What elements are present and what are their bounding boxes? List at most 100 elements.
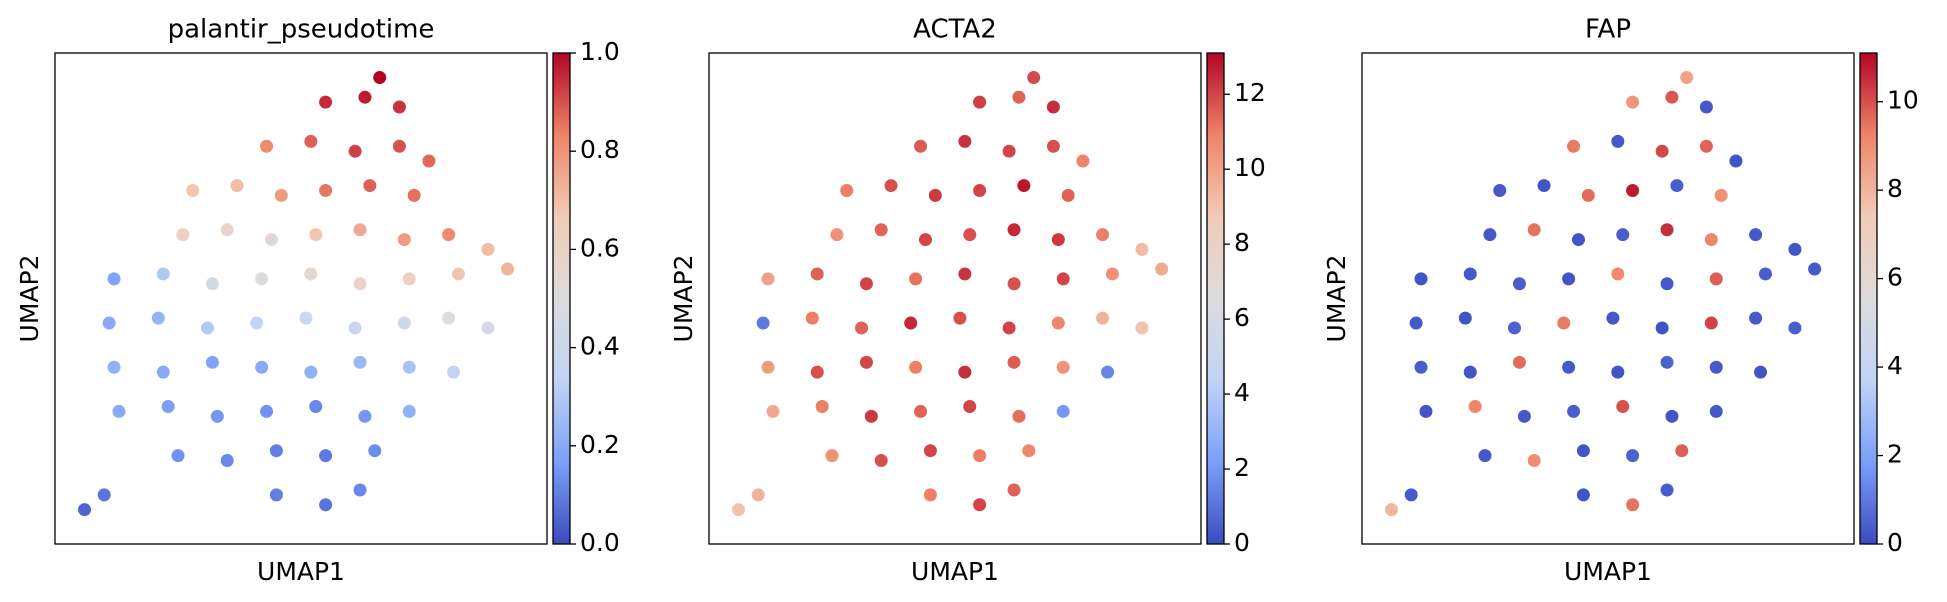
data-point — [373, 71, 387, 85]
data-point — [1478, 449, 1492, 463]
data-point — [756, 316, 770, 330]
data-point — [958, 267, 972, 281]
data-point — [732, 503, 746, 517]
data-point — [918, 233, 932, 247]
data-point — [1576, 444, 1590, 458]
data-point — [1027, 71, 1041, 85]
data-point — [319, 498, 333, 512]
data-point — [205, 277, 219, 291]
data-point — [810, 267, 824, 281]
data-point — [815, 400, 829, 414]
y-axis-label: UMAP2 — [1322, 255, 1351, 343]
data-point — [1096, 228, 1110, 242]
data-point — [402, 360, 416, 374]
colorbar — [1206, 52, 1225, 545]
data-point — [1056, 360, 1070, 374]
colorbar — [552, 52, 571, 545]
data-point — [1576, 488, 1590, 502]
data-point — [805, 311, 819, 325]
colorbar-tick-label: 2 — [1887, 440, 1903, 469]
data-point — [923, 444, 937, 458]
data-point — [201, 321, 215, 335]
data-point — [501, 262, 515, 276]
data-point — [1680, 71, 1694, 85]
data-point — [1527, 454, 1541, 468]
data-point — [1571, 233, 1585, 247]
colorbar-tick-label: 10 — [1887, 86, 1919, 115]
data-point — [1704, 316, 1718, 330]
data-point — [205, 355, 219, 369]
data-point — [1414, 272, 1428, 286]
data-point — [1611, 134, 1625, 148]
data-point — [1007, 223, 1021, 237]
data-point — [1046, 139, 1060, 153]
data-point — [220, 454, 234, 468]
data-point — [260, 404, 274, 418]
data-point — [1626, 95, 1640, 109]
data-point — [186, 183, 200, 197]
data-point — [958, 134, 972, 148]
data-point — [1699, 139, 1713, 153]
data-point — [402, 404, 416, 418]
data-point — [963, 228, 977, 242]
data-point — [1002, 321, 1016, 335]
data-point — [874, 223, 888, 237]
colorbar-tick-label: 0.8 — [580, 135, 620, 164]
data-point — [963, 400, 977, 414]
data-point — [810, 365, 824, 379]
data-point — [909, 272, 923, 286]
data-point — [1463, 267, 1477, 281]
data-point — [923, 488, 937, 502]
colorbar-tick-label: 8 — [1887, 174, 1903, 203]
data-point — [210, 409, 224, 423]
data-point — [1788, 242, 1802, 256]
data-point — [859, 277, 873, 291]
data-point — [102, 316, 116, 330]
data-point — [1007, 277, 1021, 291]
data-point — [958, 365, 972, 379]
data-point — [1655, 144, 1669, 158]
data-point — [255, 272, 269, 286]
data-point — [1493, 183, 1507, 197]
data-point — [1061, 188, 1075, 202]
data-point — [761, 360, 775, 374]
data-point — [368, 444, 382, 458]
data-point — [1017, 179, 1031, 193]
x-axis-label: UMAP1 — [911, 557, 999, 586]
data-point — [973, 449, 987, 463]
data-point — [884, 179, 898, 193]
data-point — [1665, 90, 1679, 104]
data-point — [855, 321, 869, 335]
data-point — [107, 360, 121, 374]
data-point — [353, 223, 367, 237]
data-point — [1419, 404, 1433, 418]
data-point — [1135, 321, 1149, 335]
data-point — [1709, 272, 1723, 286]
data-point — [1007, 483, 1021, 497]
colorbar-tick-label: 0 — [1234, 528, 1250, 557]
colorbar-tick-label: 0.0 — [580, 528, 620, 557]
data-point — [1051, 233, 1065, 247]
data-point — [260, 139, 274, 153]
data-point — [1012, 90, 1026, 104]
data-point — [397, 316, 411, 330]
data-point — [1562, 272, 1576, 286]
data-point — [319, 95, 333, 109]
data-point — [348, 321, 362, 335]
data-point — [397, 233, 411, 247]
data-point — [319, 449, 333, 463]
data-point — [392, 100, 406, 114]
data-point — [151, 311, 165, 325]
data-point — [1517, 409, 1531, 423]
data-point — [1606, 311, 1620, 325]
data-point — [269, 488, 283, 502]
plot-frame — [1361, 52, 1855, 545]
colorbar-tick-label: 0.6 — [580, 233, 620, 262]
data-point — [78, 503, 92, 517]
data-point — [1665, 409, 1679, 423]
data-point — [112, 404, 126, 418]
data-point — [353, 277, 367, 291]
data-point — [481, 321, 495, 335]
data-point — [358, 409, 372, 423]
colorbar-tick-label: 12 — [1234, 78, 1266, 107]
